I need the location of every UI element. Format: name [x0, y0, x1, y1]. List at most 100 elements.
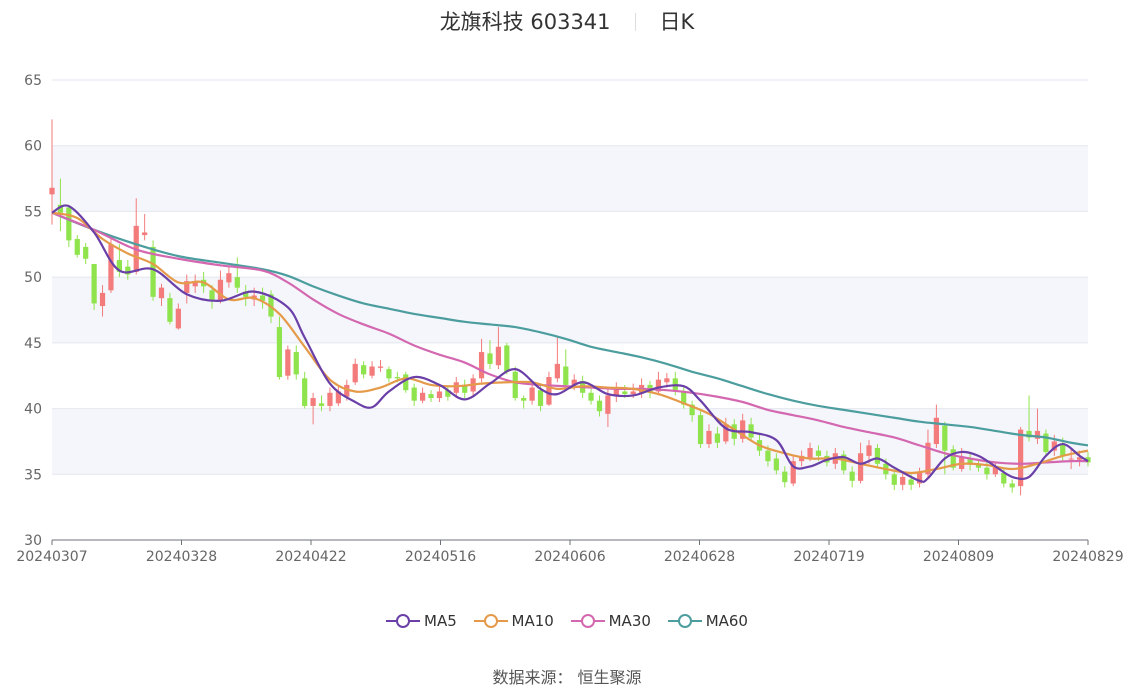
source-label: 数据来源：	[492, 668, 573, 687]
candle-body	[318, 403, 325, 406]
candle	[108, 237, 114, 293]
candle-body	[1051, 441, 1057, 451]
period-label: 日K	[659, 10, 695, 34]
candle-body	[167, 298, 173, 322]
candle-body	[748, 424, 754, 438]
candle-body	[942, 425, 948, 451]
candle-body	[967, 458, 973, 464]
candle	[285, 345, 291, 380]
candle-body	[1068, 458, 1074, 460]
candle	[773, 453, 779, 475]
candle-body	[916, 472, 923, 484]
candle-body	[99, 292, 106, 307]
candle-body	[622, 391, 628, 395]
chart-title: 龙旗科技 603341 日K	[0, 6, 1134, 36]
candle-body	[975, 465, 982, 468]
candle	[184, 274, 190, 304]
candle-body	[436, 391, 443, 399]
candle	[259, 287, 266, 309]
candle-body	[276, 327, 283, 378]
candle	[335, 384, 341, 406]
candle-body	[1018, 429, 1024, 487]
candle	[445, 386, 451, 401]
legend-item-ma5[interactable]: MA5	[386, 612, 457, 630]
candle-body	[462, 384, 468, 393]
candle-body	[369, 366, 375, 376]
candle-body	[419, 392, 426, 401]
candle-body	[681, 391, 687, 405]
candle	[310, 392, 316, 425]
candle	[1034, 408, 1041, 445]
candle	[740, 413, 746, 443]
candle	[529, 382, 535, 405]
candle-body	[866, 445, 872, 456]
candle	[596, 395, 603, 417]
candle-body	[571, 379, 577, 385]
candle-body	[950, 449, 956, 468]
y-tick-label: 30	[24, 533, 42, 549]
candle-body	[310, 398, 316, 406]
candle-body	[605, 395, 611, 414]
candle	[546, 371, 552, 406]
candle	[276, 316, 283, 380]
candle-body	[74, 239, 80, 255]
x-tick-label: 20240809	[923, 549, 994, 565]
x-tick-label: 20240307	[16, 549, 87, 565]
candle-body	[49, 187, 55, 195]
grid-band	[52, 277, 1088, 343]
candle-body	[807, 448, 813, 459]
legend-item-ma60[interactable]: MA60	[667, 612, 748, 630]
candle	[849, 466, 855, 488]
candle-body	[478, 352, 485, 379]
ma5-line	[51, 204, 1089, 483]
data-source: 数据来源： 恒生聚源	[0, 664, 1134, 688]
candle	[411, 383, 417, 406]
candle	[916, 467, 923, 488]
candle-body	[335, 391, 341, 404]
x-tick-label: 20240328	[146, 549, 217, 565]
candle-body	[512, 371, 518, 399]
candle-body	[714, 433, 721, 443]
y-tick-label: 50	[24, 270, 42, 286]
legend-marker-ma5	[386, 614, 420, 628]
candle	[234, 257, 240, 293]
candle-body	[386, 369, 392, 379]
stock-name-code: 龙旗科技 603341	[439, 10, 611, 34]
candle-body	[1001, 472, 1007, 484]
candle-body	[453, 382, 459, 393]
candle	[217, 270, 224, 304]
candle-body	[849, 471, 855, 481]
candle	[992, 462, 998, 477]
candle-body	[108, 244, 114, 291]
candle-body	[765, 450, 771, 462]
candle-body	[361, 365, 367, 375]
candle	[975, 459, 982, 472]
candle	[403, 371, 409, 393]
candle	[613, 382, 619, 402]
candle	[942, 421, 948, 475]
candle	[655, 371, 662, 396]
candle-body	[142, 232, 148, 236]
candle-body	[243, 291, 249, 297]
grid-band	[52, 408, 1088, 475]
candle-body	[428, 394, 434, 399]
candle-body	[723, 424, 729, 442]
legend-marker-ma10	[473, 614, 508, 628]
candle	[142, 214, 148, 241]
candle-body	[664, 378, 670, 383]
candle	[900, 471, 906, 491]
candle-body	[344, 384, 350, 397]
legend-item-ma10[interactable]: MA10	[473, 612, 554, 630]
legend-item-ma30[interactable]: MA30	[570, 612, 651, 630]
candle-body	[125, 266, 131, 275]
candle	[1018, 426, 1024, 496]
candle-body	[900, 476, 906, 485]
candle-body	[175, 308, 181, 329]
candle	[419, 387, 426, 404]
candle	[521, 395, 527, 409]
candle	[302, 371, 308, 409]
candle-body	[841, 454, 847, 471]
candle	[361, 361, 367, 379]
y-tick-label: 45	[24, 336, 42, 352]
candle	[293, 345, 299, 380]
